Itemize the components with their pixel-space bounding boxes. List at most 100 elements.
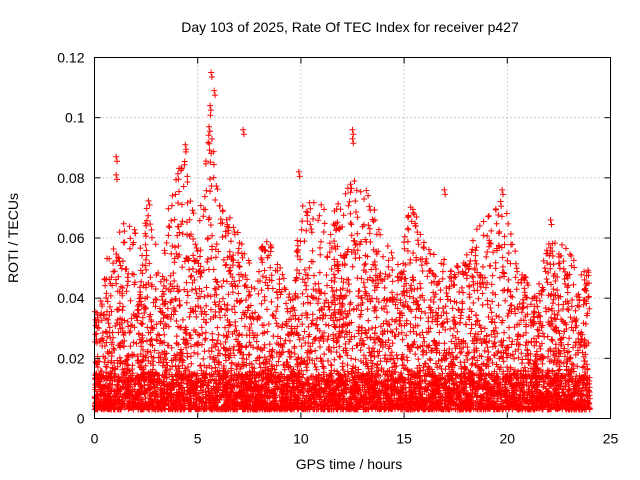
data-point bbox=[369, 295, 376, 302]
data-point bbox=[163, 367, 170, 374]
data-point bbox=[385, 257, 392, 264]
data-point bbox=[189, 265, 196, 272]
data-point bbox=[196, 217, 203, 224]
data-point bbox=[279, 321, 286, 328]
data-point bbox=[543, 276, 550, 283]
data-point bbox=[208, 183, 215, 190]
data-point bbox=[316, 244, 323, 251]
data-point bbox=[274, 303, 281, 310]
data-point bbox=[375, 299, 382, 306]
data-point bbox=[164, 305, 171, 312]
data-point bbox=[273, 350, 280, 357]
data-point bbox=[309, 247, 316, 254]
data-point bbox=[485, 348, 492, 355]
data-point bbox=[514, 336, 521, 343]
data-point bbox=[209, 330, 216, 337]
data-point bbox=[519, 305, 526, 312]
data-point bbox=[476, 280, 483, 287]
data-point bbox=[165, 223, 172, 230]
data-point bbox=[459, 306, 466, 313]
data-point bbox=[229, 256, 236, 263]
data-point bbox=[298, 343, 305, 350]
data-point bbox=[253, 338, 260, 345]
data-point bbox=[404, 302, 411, 309]
data-point bbox=[205, 132, 212, 139]
data-point bbox=[370, 246, 377, 253]
data-point bbox=[239, 355, 246, 362]
data-point bbox=[180, 183, 187, 190]
data-point bbox=[360, 352, 367, 359]
data-point bbox=[204, 234, 211, 241]
data-point bbox=[190, 236, 197, 243]
data-point bbox=[471, 349, 478, 356]
data-point bbox=[318, 238, 325, 245]
data-point bbox=[467, 257, 474, 264]
data-point bbox=[143, 337, 150, 344]
data-point bbox=[498, 213, 505, 220]
data-point bbox=[443, 289, 450, 296]
data-point bbox=[547, 244, 554, 251]
data-point bbox=[389, 254, 396, 261]
data-point bbox=[449, 305, 456, 312]
data-point bbox=[489, 272, 496, 279]
data-point bbox=[471, 333, 478, 340]
data-point bbox=[413, 257, 420, 264]
data-point bbox=[470, 281, 477, 288]
data-point bbox=[127, 343, 134, 350]
data-point bbox=[120, 220, 127, 227]
data-point bbox=[493, 361, 500, 368]
data-point bbox=[217, 340, 224, 347]
data-point bbox=[130, 339, 137, 346]
data-point bbox=[548, 336, 555, 343]
data-point bbox=[372, 339, 379, 346]
data-point bbox=[521, 364, 528, 371]
data-point bbox=[144, 324, 151, 331]
data-point bbox=[347, 210, 354, 217]
data-point bbox=[507, 260, 514, 267]
data-point bbox=[541, 333, 548, 340]
data-point bbox=[458, 348, 465, 355]
data-point bbox=[448, 338, 455, 345]
data-point bbox=[121, 228, 128, 235]
data-point bbox=[105, 320, 112, 327]
data-point bbox=[197, 202, 204, 209]
data-point bbox=[142, 362, 149, 369]
data-point bbox=[187, 353, 194, 360]
data-point bbox=[183, 279, 190, 286]
data-point bbox=[524, 303, 531, 310]
data-point bbox=[560, 258, 567, 265]
data-point bbox=[357, 347, 364, 354]
data-point bbox=[256, 360, 263, 367]
data-point bbox=[325, 322, 332, 329]
data-point bbox=[420, 244, 427, 251]
data-point bbox=[502, 297, 509, 304]
data-point bbox=[442, 366, 449, 373]
data-point bbox=[404, 238, 411, 245]
data-point bbox=[421, 245, 428, 252]
data-point bbox=[331, 278, 338, 285]
data-point bbox=[205, 266, 212, 273]
data-point bbox=[215, 303, 222, 310]
data-point bbox=[564, 289, 571, 296]
data-point bbox=[148, 226, 155, 233]
data-point bbox=[280, 275, 287, 282]
data-point bbox=[340, 315, 347, 322]
data-point bbox=[176, 188, 183, 195]
data-point bbox=[487, 305, 494, 312]
data-point bbox=[101, 276, 108, 283]
data-point bbox=[457, 312, 464, 319]
data-point bbox=[420, 334, 427, 341]
data-point bbox=[273, 362, 280, 369]
data-point bbox=[176, 229, 183, 236]
data-point bbox=[232, 309, 239, 316]
data-point bbox=[484, 344, 491, 351]
data-point bbox=[362, 236, 369, 243]
data-point bbox=[448, 278, 455, 285]
data-point bbox=[416, 332, 423, 339]
data-point bbox=[114, 254, 121, 261]
data-point bbox=[340, 212, 347, 219]
data-point bbox=[301, 328, 308, 335]
data-point bbox=[218, 283, 225, 290]
data-point bbox=[181, 158, 188, 165]
data-point bbox=[281, 284, 288, 291]
